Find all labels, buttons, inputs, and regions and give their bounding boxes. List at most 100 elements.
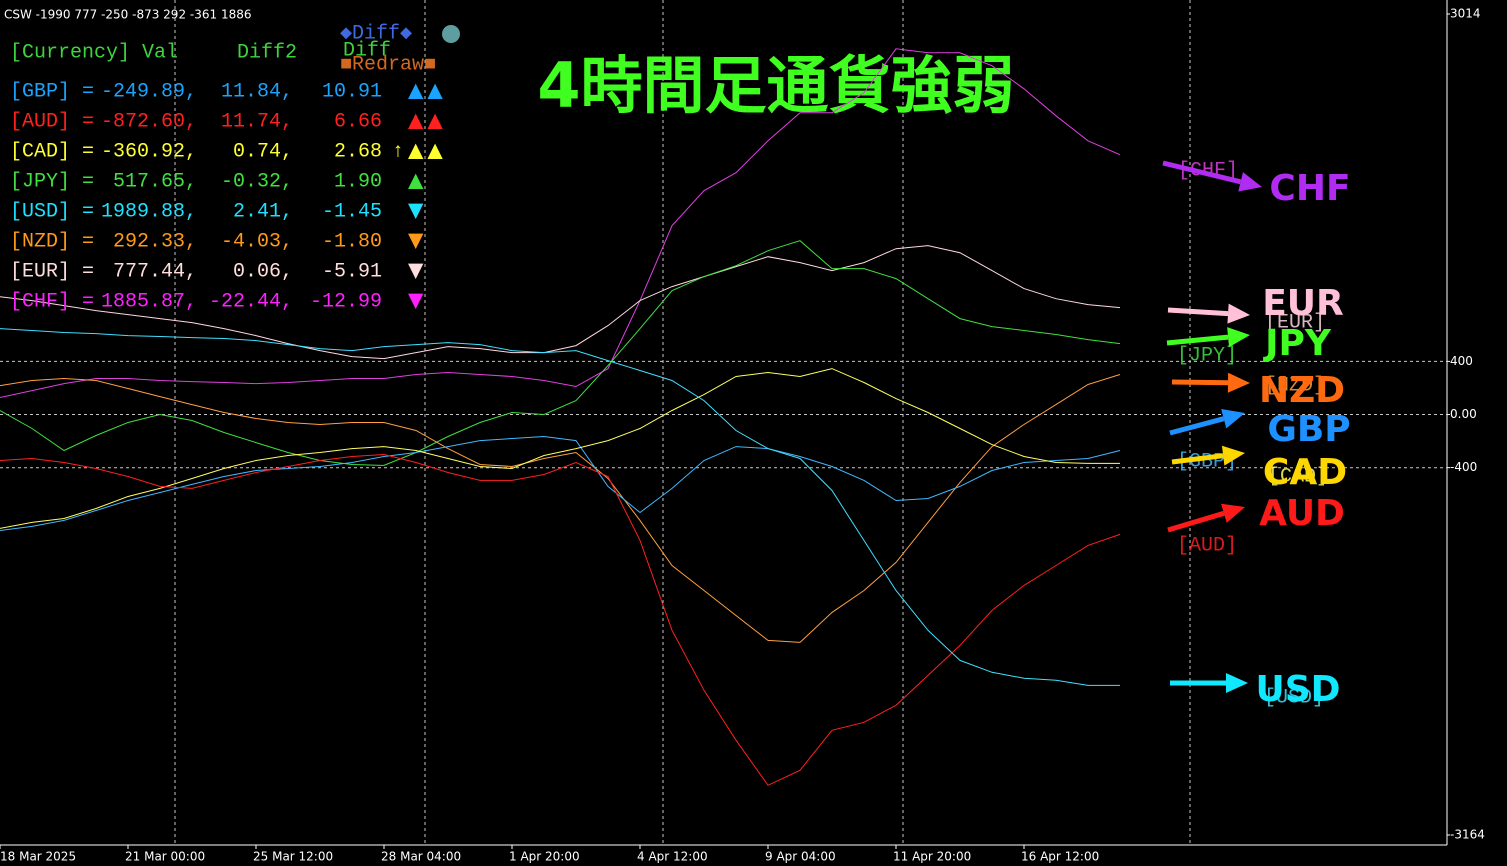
arrow-shaft bbox=[1171, 453, 1224, 465]
trend-marks: ▼ bbox=[408, 198, 427, 222]
series-line bbox=[0, 435, 1121, 531]
table-cell: [CHF] = bbox=[10, 290, 94, 313]
table-cell: 0.06, bbox=[233, 260, 293, 283]
trend-marks: ▲▲ bbox=[408, 108, 447, 132]
arrow-head bbox=[1221, 409, 1245, 429]
arrow-head bbox=[1238, 172, 1262, 192]
series-line bbox=[0, 374, 1121, 643]
table-cell: -4.03, bbox=[221, 230, 293, 253]
table-header: Val bbox=[142, 41, 178, 64]
arrow-head bbox=[1227, 372, 1250, 393]
redraw-button[interactable]: ■Redraw■ bbox=[340, 53, 436, 76]
table-cell: 1885.87, bbox=[101, 290, 197, 313]
toggle-dot[interactable] bbox=[442, 25, 460, 43]
series-line bbox=[0, 368, 1120, 529]
trend-marks: ▼ bbox=[408, 258, 427, 282]
table-cell: 2.41, bbox=[233, 200, 293, 223]
table-cell: -360.92, bbox=[101, 140, 197, 163]
table-cell: 1989.88, bbox=[101, 200, 197, 223]
table-cell: 1.90 bbox=[334, 170, 382, 193]
table-cell: -0.32, bbox=[221, 170, 293, 193]
table-cell: 11.74, bbox=[221, 110, 293, 133]
trend-marks: ▲▲ bbox=[408, 138, 447, 162]
table-cell: [AUD] = bbox=[10, 110, 94, 133]
currency-label: AUD bbox=[1259, 493, 1345, 534]
table-cell: [JPY] = bbox=[10, 170, 94, 193]
table-cell: 0.74, bbox=[233, 140, 293, 163]
arrow-head bbox=[1221, 445, 1245, 466]
series-line bbox=[0, 328, 1120, 686]
table-cell: -249.89, bbox=[101, 80, 197, 103]
table-cell: ↑ bbox=[392, 140, 404, 163]
currency-label: CAD bbox=[1263, 452, 1347, 493]
table-cell: 517.65, bbox=[113, 170, 197, 193]
table-cell: -1.80 bbox=[322, 230, 382, 253]
trend-marks: ▼ bbox=[408, 228, 427, 252]
y-tick-label: -400 bbox=[1450, 460, 1477, 474]
x-tick-label: 18 Mar 2025 bbox=[0, 850, 76, 864]
currency-label: CHF bbox=[1269, 168, 1350, 209]
table-cell: 2.68 bbox=[334, 140, 382, 163]
line-tag: [JPY] bbox=[1177, 344, 1237, 367]
x-tick-label: 4 Apr 12:00 bbox=[637, 850, 708, 864]
diff-toggle[interactable]: ◆Diff◆ bbox=[340, 22, 412, 45]
y-tick-label: -3164 bbox=[1450, 828, 1485, 842]
arrow-head bbox=[1227, 303, 1250, 324]
trend-marks: ▲▲ bbox=[408, 78, 447, 102]
table-cell: [CAD] = bbox=[10, 140, 94, 163]
line-tag: [NZD] bbox=[1265, 374, 1325, 397]
arrow-shaft bbox=[1162, 160, 1242, 185]
header: CSW -1990 777 -250 -873 292 -361 1886 bbox=[4, 8, 251, 22]
x-tick-label: 16 Apr 12:00 bbox=[1021, 850, 1099, 864]
line-tag: [AUD] bbox=[1177, 534, 1237, 557]
table-cell: 10.91 bbox=[322, 80, 382, 103]
series-line bbox=[0, 240, 1121, 466]
arrow-shaft bbox=[1166, 334, 1229, 346]
x-tick-label: 25 Mar 12:00 bbox=[253, 850, 333, 864]
table-cell: [USD] = bbox=[10, 200, 94, 223]
table-cell: -872.60, bbox=[101, 110, 197, 133]
y-tick-label: 400 bbox=[1450, 354, 1473, 368]
chart-title: 4時間足通貨強弱 bbox=[537, 49, 1014, 122]
arrow-head bbox=[1227, 327, 1250, 348]
arrow-shaft bbox=[1167, 510, 1225, 533]
table-cell: 6.66 bbox=[334, 110, 382, 133]
currency-label: USD bbox=[1255, 669, 1340, 710]
x-tick-label: 21 Mar 00:00 bbox=[125, 850, 205, 864]
line-tag: [EUR] bbox=[1265, 311, 1325, 334]
arrow-shaft bbox=[1171, 379, 1229, 386]
series-line bbox=[0, 48, 1121, 398]
table-cell: 777.44, bbox=[113, 260, 197, 283]
y-tick-label: 3014 bbox=[1450, 7, 1481, 21]
table-cell: -1.45 bbox=[322, 200, 382, 223]
table-cell: -5.91 bbox=[322, 260, 382, 283]
series-line bbox=[0, 453, 1121, 786]
table-cell: 292.33, bbox=[113, 230, 197, 253]
currency-label: NZD bbox=[1259, 370, 1345, 411]
table-cell: [NZD] = bbox=[10, 230, 94, 253]
table-header: Diff2 bbox=[237, 41, 297, 64]
y-tick-label: 0.00 bbox=[1450, 407, 1477, 421]
arrow-head bbox=[1226, 673, 1248, 693]
table-header: Diff bbox=[343, 39, 391, 62]
line-tag: [USD] bbox=[1264, 686, 1324, 709]
x-tick-label: 9 Apr 04:00 bbox=[765, 850, 836, 864]
currency-label: EUR bbox=[1262, 283, 1344, 324]
table-header: [Currency] bbox=[10, 41, 130, 64]
arrow-shaft bbox=[1167, 307, 1229, 317]
series-line bbox=[0, 245, 1121, 360]
x-tick-label: 1 Apr 20:00 bbox=[509, 850, 580, 864]
arrow-head bbox=[1221, 503, 1245, 523]
table-cell: [EUR] = bbox=[10, 260, 94, 283]
table-cell: -12.99 bbox=[310, 290, 382, 313]
arrow-shaft bbox=[1169, 416, 1225, 436]
table-cell: 11.84, bbox=[221, 80, 293, 103]
table-cell: [GBP] = bbox=[10, 80, 94, 103]
line-tag: [CAD] bbox=[1268, 465, 1328, 488]
x-tick-label: 28 Mar 04:00 bbox=[381, 850, 461, 864]
trend-marks: ▼ bbox=[408, 288, 427, 312]
currency-label: JPY bbox=[1262, 323, 1332, 364]
currency-label: GBP bbox=[1267, 409, 1350, 450]
